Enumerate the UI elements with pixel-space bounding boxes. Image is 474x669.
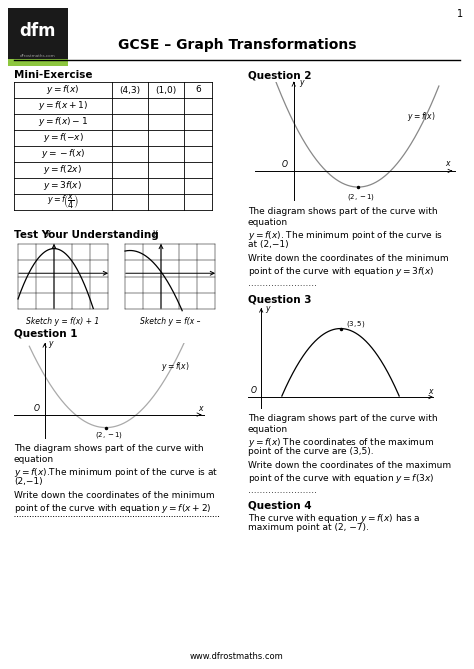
Text: $(2,-1)$: $(2,-1)$ (347, 192, 375, 202)
Text: $x$: $x$ (428, 387, 435, 395)
Text: $O$: $O$ (250, 384, 258, 395)
Text: $x$: $x$ (198, 403, 205, 413)
Text: $y=f\left(x+1\right)$: $y=f\left(x+1\right)$ (38, 100, 88, 112)
Text: Question 4: Question 4 (248, 501, 311, 511)
Text: 6: 6 (195, 86, 201, 94)
Text: Test Your Understanding: Test Your Understanding (14, 230, 159, 240)
Text: $y$: $y$ (45, 228, 52, 239)
Text: $y=f(x)$: $y=f(x)$ (161, 360, 190, 373)
Text: at (2,−1): at (2,−1) (248, 240, 289, 249)
Text: $y=f\!\left(\dfrac{x}{4}\right)$: $y=f\!\left(\dfrac{x}{4}\right)$ (47, 193, 79, 211)
Text: $x$: $x$ (445, 159, 452, 168)
Text: $(2,-1)$: $(2,-1)$ (95, 429, 123, 440)
Text: $y$: $y$ (152, 228, 159, 239)
Text: equation: equation (14, 455, 54, 464)
Text: 1: 1 (457, 9, 463, 19)
Text: Question 1: Question 1 (14, 329, 78, 339)
Text: $y=f\left(-x\right)$: $y=f\left(-x\right)$ (43, 132, 83, 145)
Text: $O$: $O$ (33, 402, 41, 413)
Text: dFrostmaths.com: dFrostmaths.com (20, 54, 56, 58)
Text: $y=f\left(x\right)$: $y=f\left(x\right)$ (46, 84, 80, 96)
Text: point of the curve with equation $y=3f\left(x\right)$: point of the curve with equation $y=3f\l… (248, 265, 435, 278)
Text: Mini-Exercise: Mini-Exercise (14, 70, 92, 80)
Text: $y=f\left(x\right)-1$: $y=f\left(x\right)-1$ (38, 116, 88, 128)
Text: $y$: $y$ (265, 304, 272, 314)
Text: $O$: $O$ (281, 158, 289, 169)
Text: The diagram shows part of the curve with: The diagram shows part of the curve with (248, 414, 438, 423)
Text: The curve with equation $y=f\left(x\right)$ has a: The curve with equation $y=f\left(x\righ… (248, 512, 420, 525)
Text: Sketch y = f(x –: Sketch y = f(x – (140, 317, 200, 326)
Text: $y=f\left(x\right)$. The minimum point of the curve is: $y=f\left(x\right)$. The minimum point o… (248, 229, 443, 242)
Text: Write down the coordinates of the maximum: Write down the coordinates of the maximu… (248, 461, 451, 470)
Text: dfm: dfm (20, 22, 56, 40)
Text: $y=f(x)$: $y=f(x)$ (407, 110, 435, 123)
Text: Question 2: Question 2 (248, 70, 311, 80)
Text: $y=3f\left(x\right)$: $y=3f\left(x\right)$ (44, 179, 82, 193)
Text: $y$: $y$ (48, 339, 55, 350)
Text: equation: equation (248, 218, 288, 227)
Text: $y$: $y$ (299, 78, 305, 89)
Text: $y=f\left(x\right)$ The coordinates of the maximum: $y=f\left(x\right)$ The coordinates of t… (248, 436, 434, 449)
Text: ........................: ........................ (248, 279, 317, 288)
Text: Sketch y = f(x) + 1: Sketch y = f(x) + 1 (27, 317, 100, 326)
Text: (4,3): (4,3) (119, 86, 141, 94)
Text: Write down the coordinates of the minimum: Write down the coordinates of the minimu… (248, 254, 448, 263)
Text: point of the curve with equation $y=f\left(3x\right)$: point of the curve with equation $y=f\le… (248, 472, 435, 485)
Text: equation: equation (248, 425, 288, 434)
Text: Write down the coordinates of the minimum: Write down the coordinates of the minimu… (14, 491, 215, 500)
Text: point of the curve with equation $y=f\left(x+2\right)$: point of the curve with equation $y=f\le… (14, 502, 211, 515)
Text: point of the curve are (3,5).: point of the curve are (3,5). (248, 447, 374, 456)
FancyBboxPatch shape (8, 8, 68, 66)
Text: (1,0): (1,0) (155, 86, 177, 94)
Text: Question 3: Question 3 (248, 294, 311, 304)
Text: $y=-f\left(x\right)$: $y=-f\left(x\right)$ (41, 147, 85, 161)
Text: $y=f\left(2x\right)$: $y=f\left(2x\right)$ (44, 163, 82, 177)
Text: www.dfrostmaths.com: www.dfrostmaths.com (190, 652, 284, 661)
Text: $y=f\left(x\right)$.The minimum point of the curve is at: $y=f\left(x\right)$.The minimum point of… (14, 466, 218, 479)
Text: maximum point at (2, −7).: maximum point at (2, −7). (248, 523, 369, 532)
FancyBboxPatch shape (8, 59, 68, 66)
Text: ........................: ........................ (248, 486, 317, 495)
Text: The diagram shows part of the curve with: The diagram shows part of the curve with (248, 207, 438, 216)
Text: $(3,5)$: $(3,5)$ (346, 319, 365, 329)
Text: The diagram shows part of the curve with: The diagram shows part of the curve with (14, 444, 204, 453)
Text: GCSE – Graph Transformations: GCSE – Graph Transformations (118, 38, 356, 52)
Text: (2,−1): (2,−1) (14, 477, 43, 486)
